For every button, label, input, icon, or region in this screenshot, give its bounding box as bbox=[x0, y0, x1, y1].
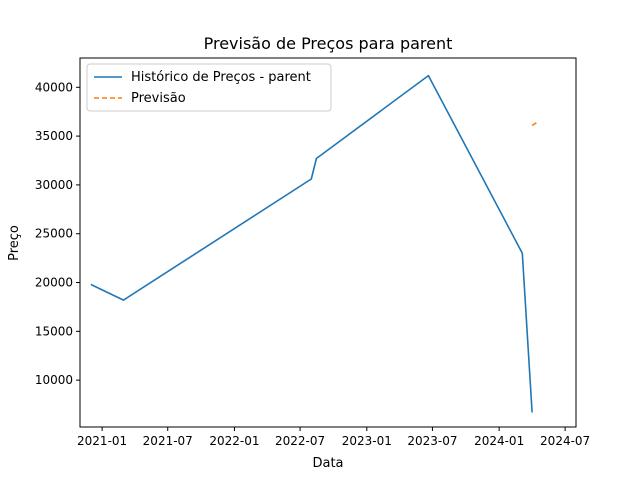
series-line-previsao bbox=[531, 121, 538, 127]
y-tick-label: 20000 bbox=[35, 276, 73, 290]
x-tick-label: 2024-01 bbox=[474, 434, 524, 448]
plot-content bbox=[90, 74, 538, 413]
y-tick-label: 35000 bbox=[35, 129, 73, 143]
legend-box bbox=[86, 63, 332, 112]
x-tick-label: 2023-07 bbox=[407, 434, 457, 448]
legend-label-historico: Histórico de Preços - parent bbox=[131, 70, 311, 85]
x-tick-label: 2024-07 bbox=[540, 434, 590, 448]
y-tick-label: 10000 bbox=[35, 373, 73, 387]
x-tick-label: 2022-01 bbox=[209, 434, 259, 448]
x-tick-label: 2021-01 bbox=[77, 434, 127, 448]
y-tick-label: 40000 bbox=[35, 80, 73, 94]
y-tick-label: 15000 bbox=[35, 324, 73, 338]
y-axis-label: Preço bbox=[7, 225, 22, 261]
plot-frame bbox=[79, 57, 577, 428]
y-tick-label: 30000 bbox=[35, 178, 73, 192]
chart-title: Previsão de Preços para parent bbox=[204, 34, 453, 53]
x-tick-label: 2022-07 bbox=[275, 434, 325, 448]
y-axis: 10000 15000 20000 25000 30000 35000 40000 bbox=[35, 80, 80, 387]
x-axis: 2021-01 2021-07 2022-01 2022-07 2023-01 2023-… bbox=[77, 427, 590, 448]
legend-label-previsao: Previsão bbox=[131, 91, 186, 106]
x-tick-label: 2023-01 bbox=[342, 434, 392, 448]
legend: Histórico de Preços - parent Previsão bbox=[86, 63, 332, 112]
x-axis-label: Data bbox=[312, 456, 343, 471]
y-tick-label: 25000 bbox=[35, 227, 73, 241]
x-tick-label: 2021-07 bbox=[143, 434, 193, 448]
series-line-historico bbox=[90, 74, 533, 413]
